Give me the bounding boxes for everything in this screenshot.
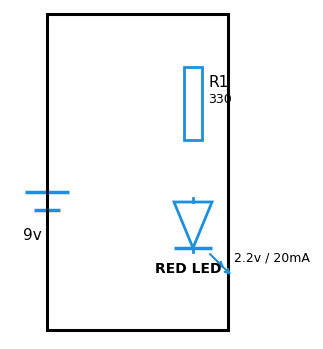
Text: 9v: 9v xyxy=(23,228,42,243)
Text: 330: 330 xyxy=(208,93,232,106)
Bar xyxy=(47,14,228,330)
Bar xyxy=(184,67,202,140)
Text: R1: R1 xyxy=(208,75,228,90)
Text: 2.2v / 20mA: 2.2v / 20mA xyxy=(234,252,310,265)
Text: RED LED: RED LED xyxy=(155,262,221,276)
